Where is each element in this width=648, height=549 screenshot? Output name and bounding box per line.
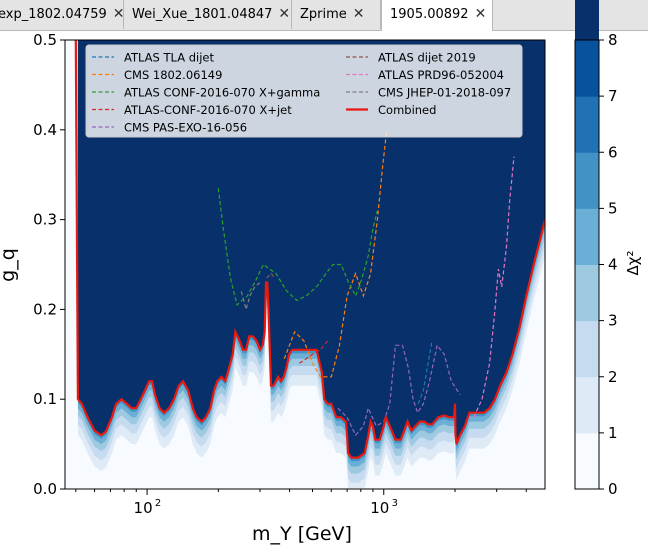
colorbar-bin-3 <box>575 264 599 322</box>
tab-wei-xue[interactable]: Wei_Xue_1801.04847 ✕ <box>124 0 292 29</box>
x-tick-exp-0: 2 <box>155 498 161 509</box>
tab-bar: exp_1802.04759 ✕ Wei_Xue_1801.04847 ✕ Zpri… <box>0 0 648 31</box>
colorbar-bin-2 <box>575 320 599 378</box>
colorbar-tick-label-2: 2 <box>608 368 618 386</box>
close-icon[interactable]: ✕ <box>474 6 487 22</box>
tab-label: 1905.00892 <box>390 7 469 22</box>
colorbar-tick-label-4: 4 <box>608 256 618 274</box>
legend-label-1: CMS 1802.06149 <box>124 68 222 82</box>
y-tick-label-2: 0.2 <box>33 300 57 318</box>
colorbar-tick-label-7: 7 <box>608 87 618 105</box>
plot-frame <box>64 39 546 490</box>
colorbar-bin-0 <box>575 432 599 490</box>
tab-zprime[interactable]: Zprime ✕ <box>292 0 381 29</box>
colorbar-tick-label-6: 6 <box>608 143 618 161</box>
colorbar-bin-5 <box>575 152 599 209</box>
series-line-0 <box>417 340 433 404</box>
colorbar-tick-label-1: 1 <box>608 424 618 442</box>
legend-label-8: Combined <box>378 103 436 117</box>
legend-box <box>85 44 523 138</box>
axes: 0.00.10.20.30.40.510 2 10 3 <box>33 31 527 517</box>
y-tick-label-5: 0.5 <box>33 31 57 49</box>
series-line-7 <box>240 282 261 312</box>
colorbar-tick-label-5: 5 <box>608 199 618 217</box>
legend-label-6: ATLAS PRD96-052004 <box>378 68 504 82</box>
close-icon[interactable]: ✕ <box>278 6 291 22</box>
colorbar-tick-label-8: 8 <box>608 31 618 49</box>
colorbar-label: Δχ² <box>624 251 642 276</box>
colorbar-bin-4 <box>575 208 599 265</box>
close-icon[interactable]: ✕ <box>112 6 124 22</box>
tab-label: Zprime <box>300 7 347 22</box>
series-line-5 <box>266 272 275 279</box>
y-axis-label: g_q <box>0 248 19 282</box>
x-tick-label-1: 10 <box>370 499 389 517</box>
tab-1905-00892[interactable]: 1905.00892 ✕ <box>381 0 493 31</box>
y-tick-label-4: 0.4 <box>33 121 57 139</box>
x-tick-exp-1: 3 <box>392 498 398 509</box>
x-axis-label: m_Y [GeV] <box>252 523 352 545</box>
legend-label-7: CMS JHEP-01-2018-097 <box>378 86 511 100</box>
colorbar-tick-label-0: 0 <box>608 480 618 498</box>
series-line-3 <box>299 340 329 364</box>
colorbar-bin-8 <box>575 0 599 41</box>
legend-label-4: CMS PAS-EXO-16-056 <box>124 121 247 135</box>
series-line-8 <box>74 40 545 459</box>
colorbar: 0 1 2 3 4 5 6 7 8 <box>574 0 618 498</box>
heat-band-5 <box>75 40 545 458</box>
y-tick-label-3: 0.3 <box>33 211 57 229</box>
tab-exp-1802-04759[interactable]: exp_1802.04759 ✕ <box>0 0 124 29</box>
colorbar-bin-7 <box>575 40 599 97</box>
colorbar-tick-label-3: 3 <box>608 312 618 330</box>
series-line-6 <box>473 156 515 418</box>
colorbar-bin-1 <box>575 376 599 434</box>
series-line-1 <box>283 129 388 378</box>
legend-label-2: ATLAS CONF-2016-070 X+gamma <box>124 86 320 100</box>
heatmap-region <box>65 40 545 489</box>
y-tick-label-1: 0.1 <box>33 390 57 408</box>
legend-label-3: ATLAS-CONF-2016-070 X+jet <box>124 103 292 117</box>
legend: ATLAS TLA dijet CMS 1802.06149 ATLAS CONF-… <box>85 44 523 138</box>
heat-left-strip <box>65 40 78 489</box>
x-tick-label-0: 10 <box>134 499 153 517</box>
legend-label-0: ATLAS TLA dijet <box>124 51 214 65</box>
series-layer <box>74 40 545 459</box>
y-tick-label-0: 0.0 <box>33 480 57 498</box>
legend-label-5: ATLAS dijet 2019 <box>378 51 476 65</box>
colorbar-bin-6 <box>575 96 599 153</box>
tab-label: exp_1802.04759 <box>0 7 107 22</box>
series-line-4 <box>337 343 461 437</box>
close-icon[interactable]: ✕ <box>352 6 365 22</box>
tab-label: Wei_Xue_1801.04847 <box>132 7 273 22</box>
